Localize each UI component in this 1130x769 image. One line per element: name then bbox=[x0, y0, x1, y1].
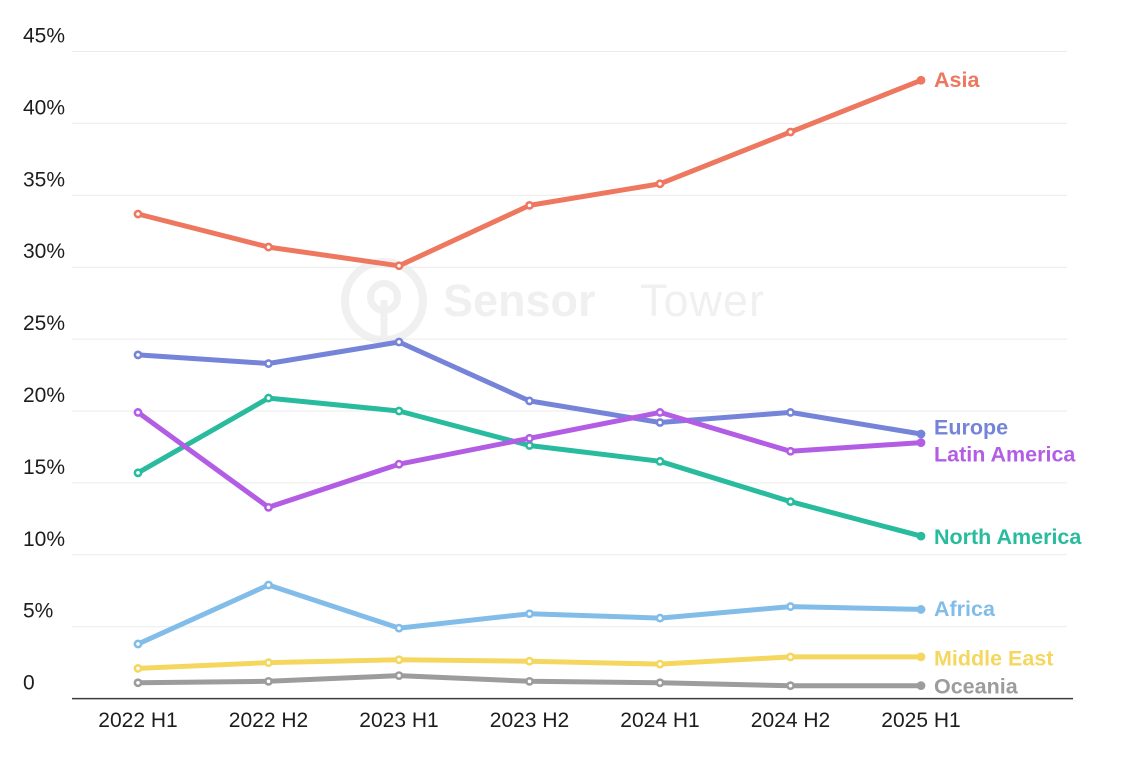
series-label-asia: Asia bbox=[934, 68, 980, 92]
series-line-latin-america bbox=[135, 409, 924, 510]
y-tick-label: 35% bbox=[23, 168, 65, 191]
x-tick-label: 2023 H2 bbox=[490, 709, 569, 732]
data-point-center bbox=[266, 583, 271, 587]
data-point-center bbox=[136, 680, 140, 685]
data-point-center bbox=[136, 642, 140, 646]
series-line-north-america bbox=[135, 395, 924, 539]
series-latin-america bbox=[133, 408, 926, 512]
series-label-middle-east: Middle East bbox=[934, 647, 1053, 671]
data-point-center bbox=[397, 340, 401, 344]
data-point-oceania bbox=[916, 681, 926, 691]
series-labels: Oceania Middle East Africa North America Eur… bbox=[934, 68, 1082, 698]
y-tick-label: 40% bbox=[23, 96, 65, 119]
data-point-north-america bbox=[916, 531, 926, 541]
series-europe bbox=[133, 337, 926, 439]
series-label-europe: Europe bbox=[934, 416, 1008, 440]
y-tick-label: 5% bbox=[23, 600, 53, 623]
series-africa bbox=[133, 580, 926, 649]
series-asia bbox=[133, 75, 926, 271]
data-point-center bbox=[658, 181, 662, 186]
watermark-word-sensor: Sensor bbox=[443, 275, 596, 326]
series-label-africa: Africa bbox=[934, 597, 996, 621]
x-tick-label: 2022 H2 bbox=[229, 709, 308, 732]
watermark-word-tower: Tower bbox=[640, 275, 765, 326]
data-point-center bbox=[136, 471, 140, 475]
data-point-center bbox=[527, 659, 532, 664]
data-point-center bbox=[266, 396, 271, 400]
series-line-asia bbox=[135, 77, 924, 269]
series-middle-east bbox=[133, 652, 926, 673]
series-lines bbox=[133, 75, 926, 691]
data-point-center bbox=[788, 683, 793, 688]
y-tick-label: 0 bbox=[23, 672, 35, 695]
x-tick-label: 2024 H2 bbox=[751, 709, 830, 732]
series-label-latin-america: Latin America bbox=[934, 442, 1076, 466]
data-point-center bbox=[658, 420, 662, 425]
y-tick-label: 30% bbox=[23, 240, 65, 263]
data-point-center bbox=[527, 203, 532, 208]
x-axis-labels: 2022 H1 2022 H2 2023 H1 2023 H2 2024 H1 2024 … bbox=[98, 709, 960, 732]
y-tick-label: 25% bbox=[23, 312, 65, 335]
x-tick-label: 2022 H1 bbox=[98, 709, 177, 732]
series-oceania bbox=[133, 671, 926, 691]
data-point-latin-america bbox=[916, 438, 926, 448]
data-point-asia bbox=[916, 75, 926, 85]
data-point-center bbox=[658, 410, 662, 415]
data-point-center bbox=[136, 666, 140, 671]
data-point-center bbox=[397, 462, 401, 467]
series-north-america bbox=[133, 393, 926, 541]
y-axis-labels: 45% 40% 35% 30% 25% 20% 15% 10% 5% 0 bbox=[23, 25, 65, 695]
data-point-center bbox=[266, 361, 271, 366]
y-tick-label: 20% bbox=[23, 384, 65, 407]
data-point-center bbox=[658, 662, 662, 666]
data-point-center bbox=[266, 505, 271, 510]
data-point-center bbox=[397, 263, 401, 268]
x-tick-label: 2025 H1 bbox=[881, 709, 960, 732]
series-line-europe bbox=[135, 339, 924, 437]
series-label-oceania: Oceania bbox=[934, 674, 1019, 698]
data-point-africa bbox=[916, 605, 926, 614]
data-point-center bbox=[266, 679, 271, 684]
data-point-center bbox=[527, 611, 532, 616]
data-point-center bbox=[136, 410, 140, 415]
data-point-center bbox=[266, 245, 271, 249]
data-point-center bbox=[397, 657, 401, 662]
data-point-center bbox=[397, 673, 401, 678]
data-point-center bbox=[527, 679, 532, 684]
data-point-center bbox=[397, 409, 401, 413]
watermark: Sensor Tower bbox=[341, 258, 765, 346]
data-point-center bbox=[788, 410, 793, 415]
data-point-center bbox=[788, 449, 793, 454]
data-point-center bbox=[658, 459, 662, 464]
data-point-center bbox=[527, 443, 532, 448]
data-point-center bbox=[658, 680, 662, 685]
data-point-center bbox=[527, 436, 532, 441]
data-point-center bbox=[658, 616, 662, 620]
gridlines bbox=[72, 51, 1073, 700]
data-point-center bbox=[136, 353, 140, 357]
data-point-center bbox=[527, 399, 532, 403]
y-tick-label: 45% bbox=[23, 25, 65, 48]
y-tick-label: 15% bbox=[23, 456, 65, 479]
data-point-center bbox=[788, 655, 793, 659]
data-point-center bbox=[397, 626, 401, 630]
x-tick-label: 2024 H1 bbox=[620, 709, 699, 732]
data-point-center bbox=[788, 604, 793, 609]
data-point-center bbox=[136, 212, 140, 216]
x-tick-label: 2023 H1 bbox=[359, 709, 438, 732]
data-point-center bbox=[266, 660, 271, 665]
y-tick-label: 10% bbox=[23, 528, 65, 551]
series-label-north-america: North America bbox=[934, 525, 1082, 549]
data-point-center bbox=[788, 499, 793, 504]
data-point-europe bbox=[916, 429, 926, 439]
data-point-middle-east bbox=[916, 652, 926, 662]
data-point-center bbox=[788, 130, 793, 134]
